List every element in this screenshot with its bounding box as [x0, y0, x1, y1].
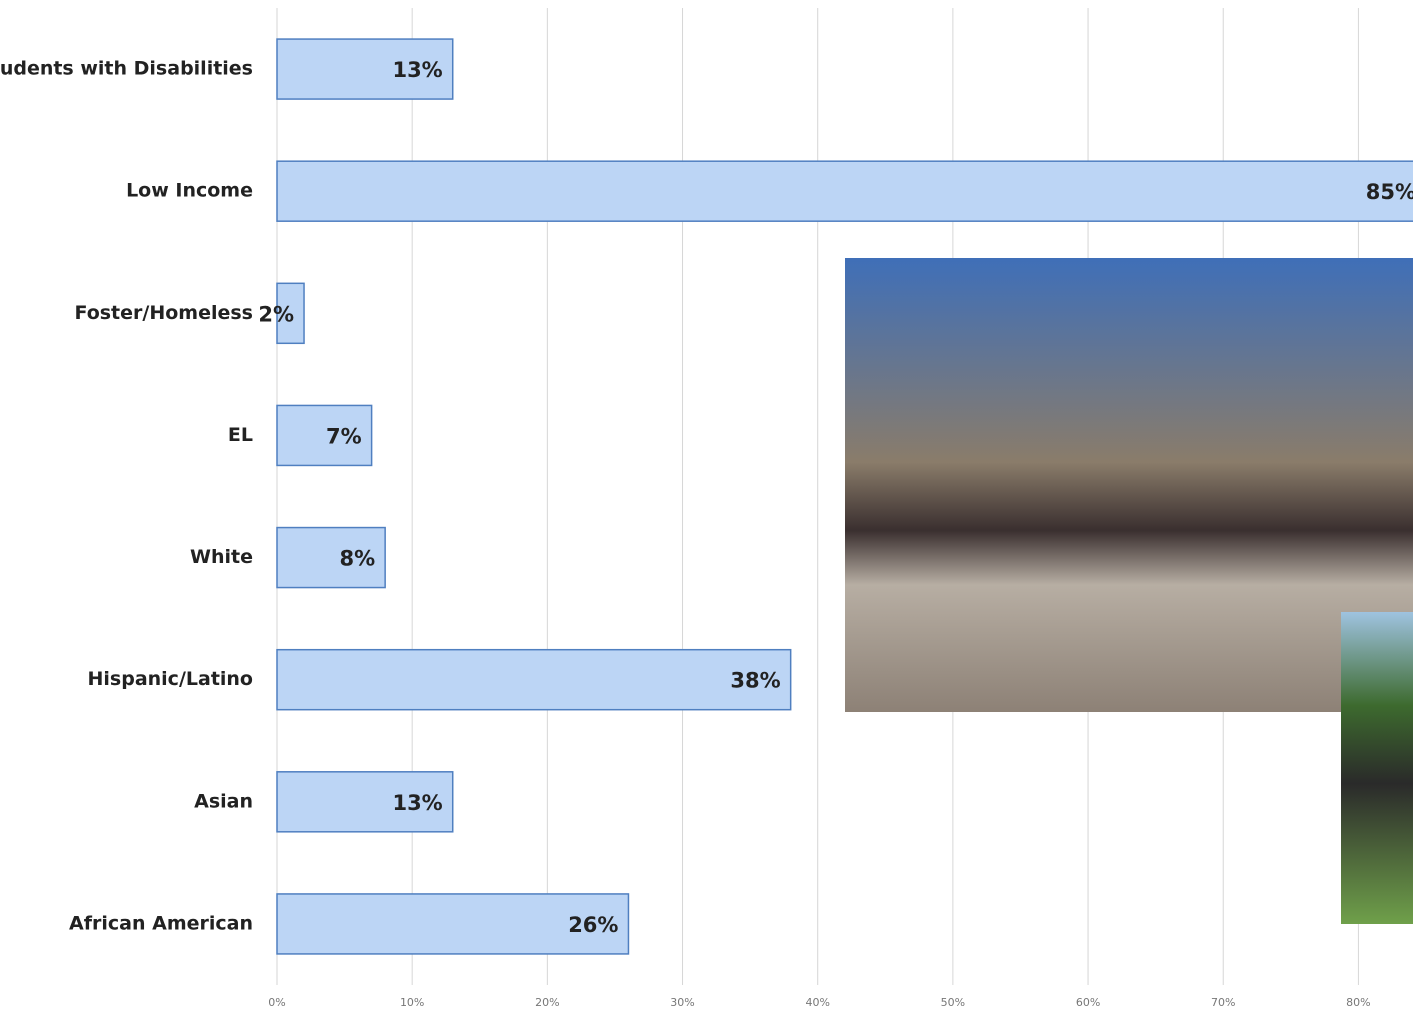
bar [276, 404, 373, 467]
x-tick-label: 70% [1211, 996, 1235, 1009]
x-tick-label: 0% [268, 996, 285, 1009]
bar [276, 648, 792, 711]
y-tick-label: Low Income [126, 180, 253, 202]
value-label: 8% [339, 547, 375, 571]
bar [276, 526, 386, 589]
y-tick-label: Hispanic/Latino [88, 668, 254, 690]
y-tick-label: African American [69, 912, 253, 934]
bar [276, 893, 630, 955]
value-label: 85% [1366, 180, 1413, 204]
value-label: 38% [730, 669, 780, 693]
bar [276, 771, 454, 833]
x-tick-label: 30% [670, 996, 694, 1009]
y-tick-label: Asian [194, 790, 253, 812]
value-label: 2% [258, 302, 294, 326]
y-tick-label: Foster/Homeless [74, 302, 253, 324]
value-label: 7% [326, 424, 362, 448]
value-label: 26% [568, 913, 618, 937]
bar [276, 160, 1413, 222]
x-tick-label: 80% [1346, 996, 1370, 1009]
y-tick-label: White [190, 546, 253, 568]
y-tick-label: Students with Disabilities [0, 58, 253, 80]
x-tick-label: 60% [1076, 996, 1100, 1009]
x-tick-label: 50% [941, 996, 965, 1009]
x-tick-label: 20% [535, 996, 559, 1009]
x-tick-label: 10% [400, 996, 424, 1009]
photo [845, 258, 1413, 712]
value-label: 13% [392, 58, 442, 82]
value-label: 13% [392, 791, 442, 815]
photo [1341, 612, 1413, 924]
x-tick-label: 40% [805, 996, 829, 1009]
y-tick-label: EL [228, 424, 253, 446]
bar [276, 282, 305, 345]
bar [276, 38, 454, 100]
